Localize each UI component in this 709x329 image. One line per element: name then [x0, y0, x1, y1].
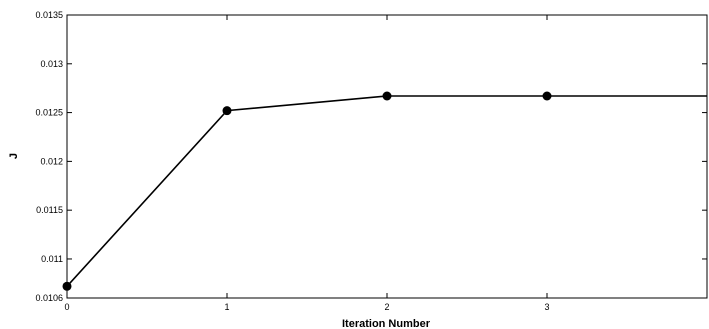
y-tick-label: 0.012 — [40, 156, 63, 166]
y-axis: 0.0106 0.011 0.0115 0.012 0.0125 0.013 0.0135 — [35, 10, 707, 303]
data-point — [222, 106, 232, 116]
x-axis-label: Iteration Number — [342, 318, 431, 329]
x-tick-label: 1 — [224, 302, 229, 312]
data-point — [542, 91, 552, 101]
y-tick-label: 0.0125 — [35, 108, 63, 118]
y-tick-label: 0.0115 — [36, 205, 63, 215]
plot-frame — [66, 14, 708, 299]
x-tick-label: 3 — [544, 302, 549, 312]
data-point — [62, 281, 72, 291]
series-layer — [62, 91, 707, 291]
x-axis: 0 1 2 3 — [64, 15, 550, 312]
x-tick-label: 0 — [64, 302, 69, 312]
y-axis-label: J — [8, 153, 20, 159]
y-tick-label: 0.0106 — [35, 293, 63, 303]
x-tick-label: 2 — [384, 302, 389, 312]
data-point — [382, 91, 392, 101]
y-tick-label: 0.0135 — [35, 10, 63, 20]
y-tick-label: 0.013 — [40, 59, 63, 69]
y-tick-label: 0.011 — [41, 254, 63, 264]
